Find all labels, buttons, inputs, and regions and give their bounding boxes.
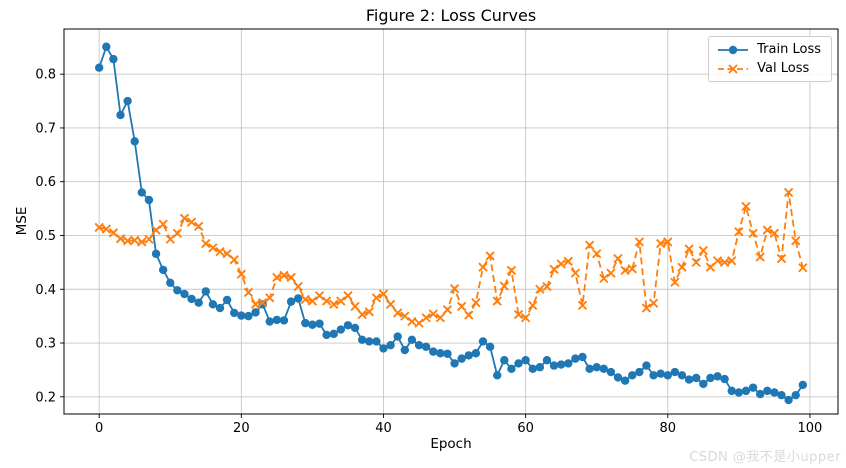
legend: Train Loss Val Loss xyxy=(708,36,832,82)
svg-text:0.8: 0.8 xyxy=(35,68,56,83)
val-line-sample-icon xyxy=(718,63,749,74)
svg-text:20: 20 xyxy=(233,421,250,436)
svg-text:0.3: 0.3 xyxy=(35,337,56,352)
svg-text:0.5: 0.5 xyxy=(35,229,56,244)
svg-text:60: 60 xyxy=(517,421,534,436)
legend-label-train: Train Loss xyxy=(757,42,821,57)
svg-text:0.6: 0.6 xyxy=(35,175,56,190)
svg-text:0: 0 xyxy=(95,421,103,436)
y-axis-label: MSE xyxy=(14,206,30,236)
svg-text:40: 40 xyxy=(375,421,392,436)
svg-text:0.2: 0.2 xyxy=(35,390,56,405)
svg-text:80: 80 xyxy=(660,421,677,436)
train-line-sample-icon xyxy=(718,45,749,54)
legend-label-val: Val Loss xyxy=(757,61,810,76)
svg-text:100: 100 xyxy=(798,421,823,436)
legend-entry-train: Train Loss xyxy=(717,42,821,57)
legend-entry-val: Val Loss xyxy=(717,61,821,76)
chart-title: Figure 2: Loss Curves xyxy=(365,6,537,25)
watermark: CSDN @我不是小upper xyxy=(689,450,841,465)
svg-text:0.7: 0.7 xyxy=(35,121,56,136)
x-axis-label: Epoch xyxy=(430,436,472,452)
svg-text:0.4: 0.4 xyxy=(35,283,56,298)
